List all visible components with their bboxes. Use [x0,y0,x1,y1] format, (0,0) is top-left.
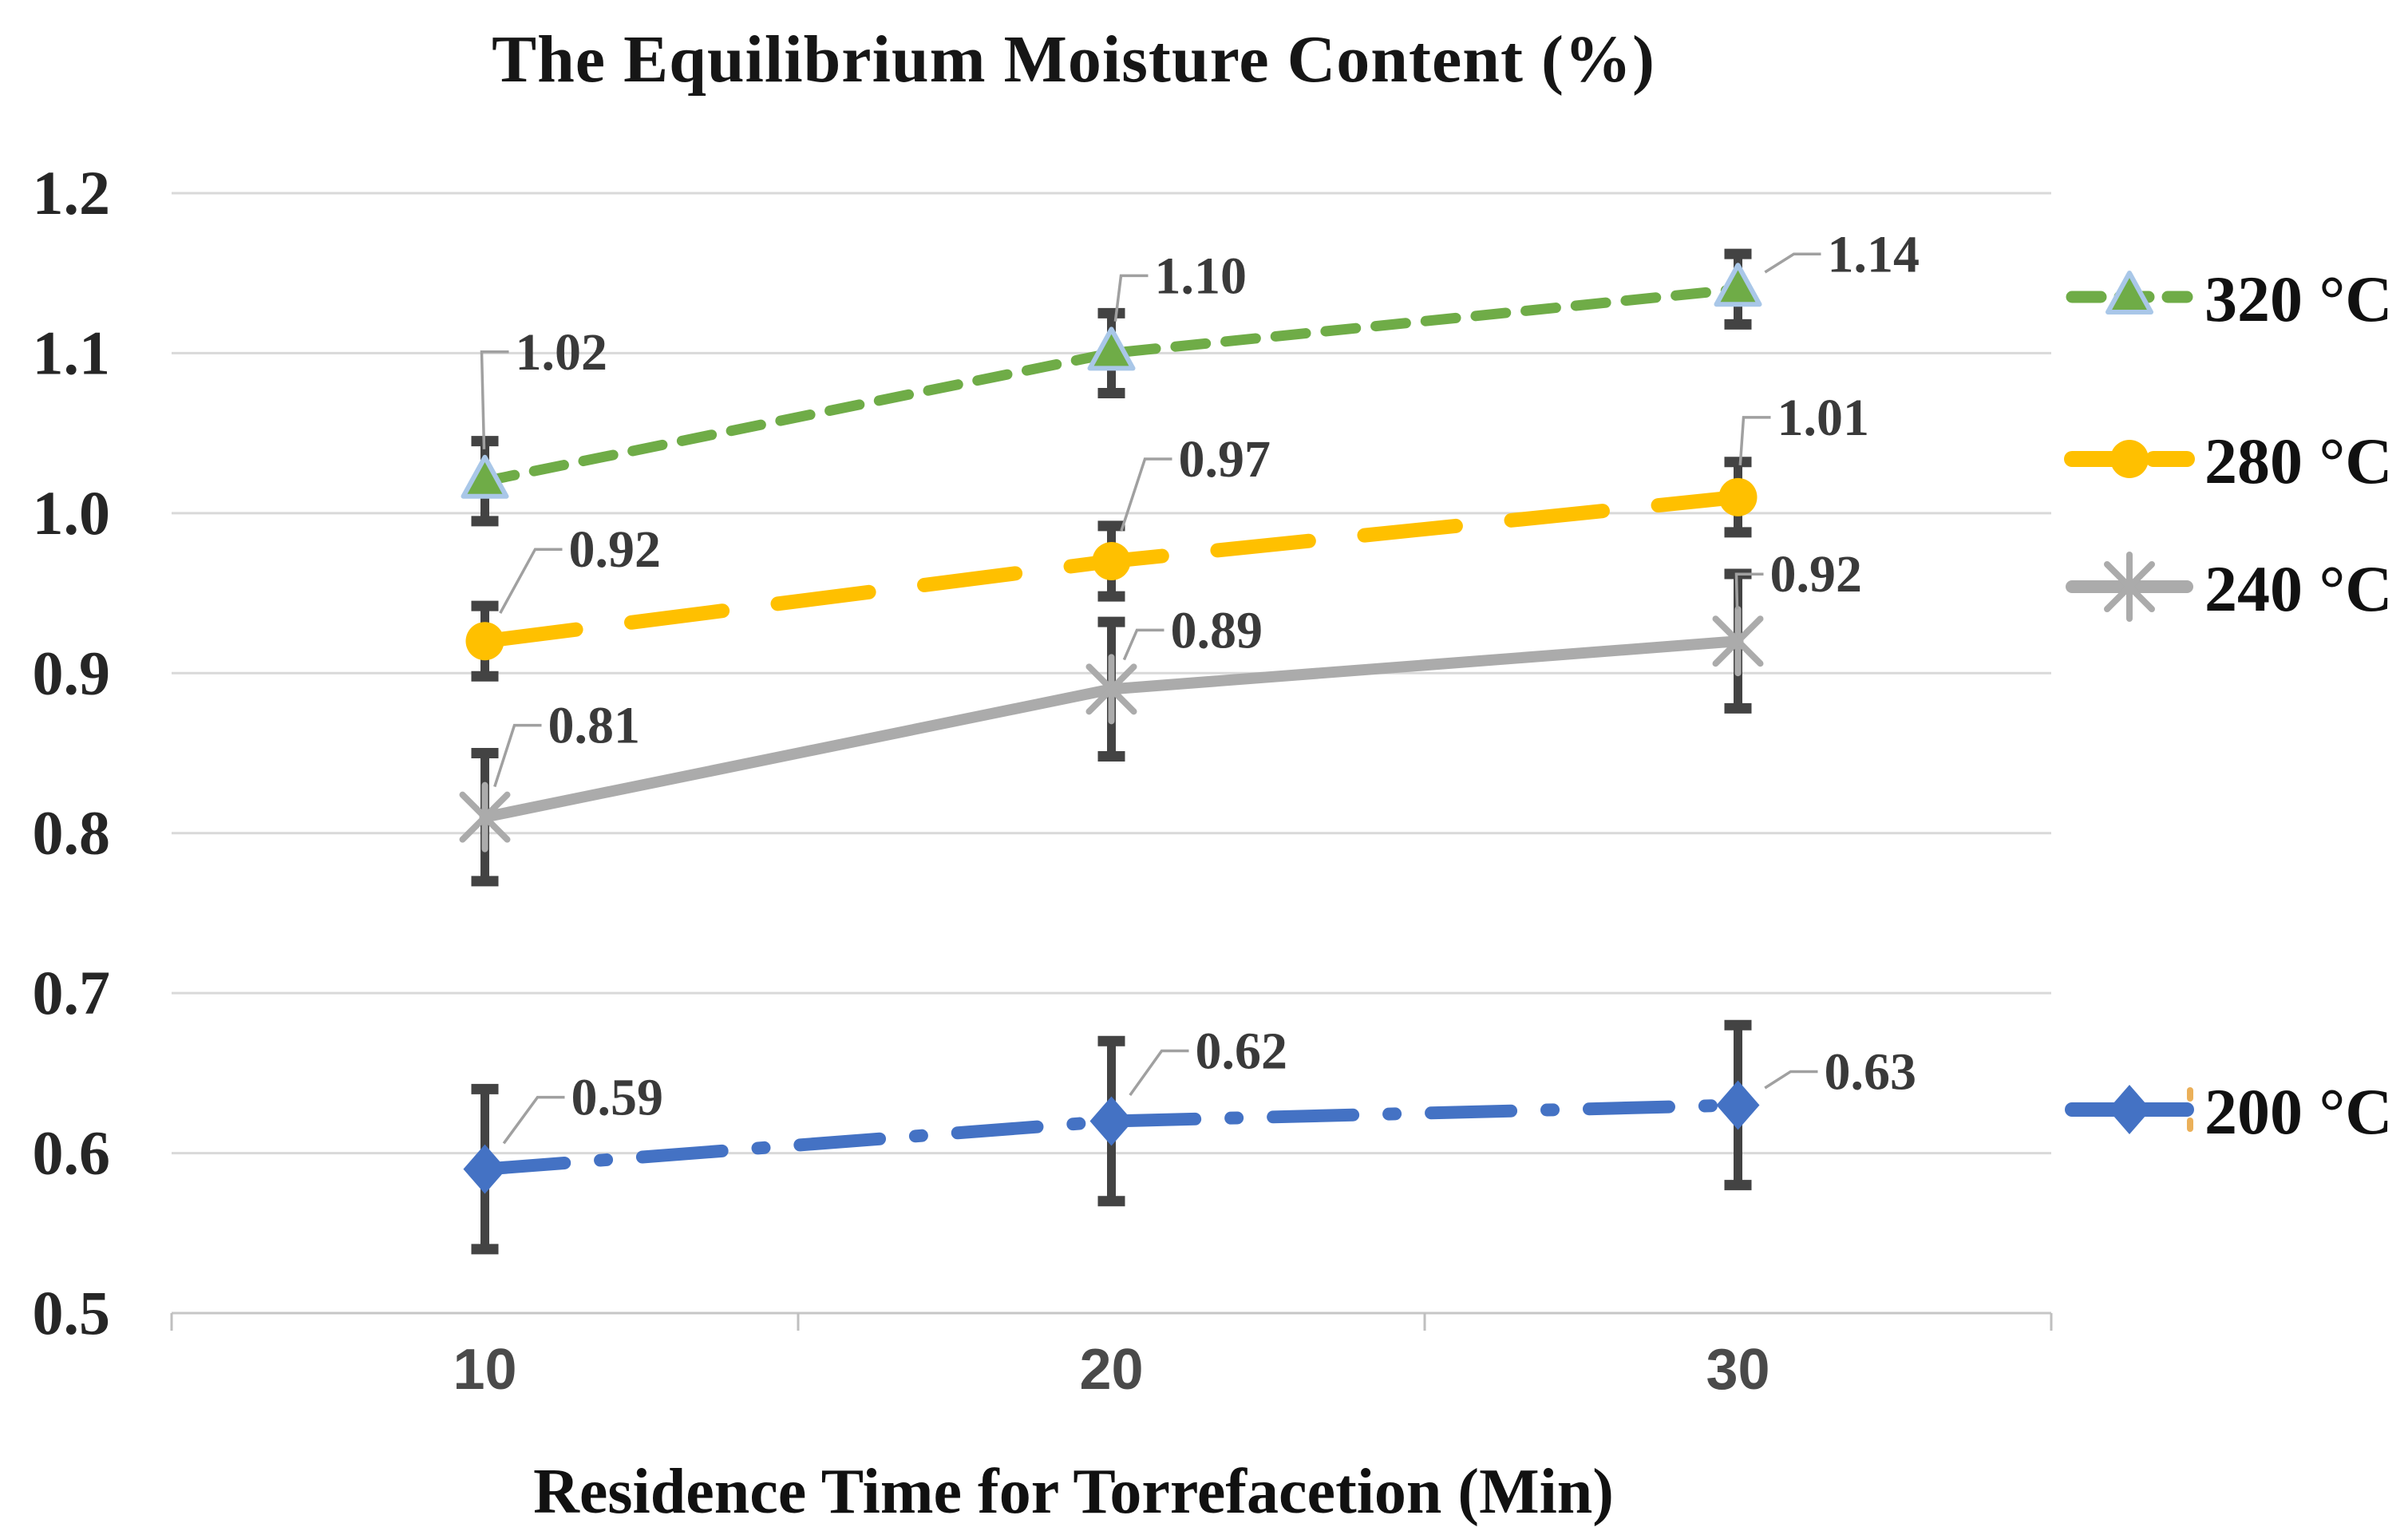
artifact-dot [2187,1118,2193,1132]
data-label-leader [499,548,563,614]
data-label: 1.10 [1155,247,1247,305]
diamond-marker [463,1144,507,1194]
data-label-leader [1738,416,1771,466]
data-label-leader [480,350,509,449]
data-label: 0.62 [1196,1022,1288,1080]
circle-marker [1718,477,1758,516]
x-tick-label: 30 [1706,1338,1769,1402]
data-label: 0.92 [569,520,662,579]
data-label-leader [1764,1070,1818,1090]
y-tick-label: 0.7 [33,958,111,1027]
y-tick-label: 0.5 [33,1278,111,1347]
data-label: 0.63 [1825,1042,1917,1101]
data-label-leader [1120,457,1172,532]
asterisk-spoke [2104,561,2155,612]
data-label-leader [502,1095,565,1145]
y-tick-label: 1.1 [33,318,111,387]
asterisk-marker [459,781,511,853]
x-tick-label: 20 [1079,1338,1143,1402]
y-tick-label: 0.8 [33,798,111,868]
data-label: 0.81 [548,697,641,755]
legend-item: 280 °C [2064,425,2393,497]
data-label: 1.01 [1777,389,1870,447]
data-label-leader [1734,572,1764,610]
diamond-marker [1716,1080,1760,1130]
data-label: 0.97 [1179,430,1271,489]
y-tick-label: 0.6 [33,1118,111,1188]
triangle-marker [1714,263,1762,307]
asterisk-spoke [1085,663,1137,715]
circle-marker [2110,440,2149,478]
asterisk-marker [2104,552,2155,622]
legend-label: 240 °C [2204,552,2393,625]
data-label: 0.89 [1171,601,1263,659]
data-label: 0.92 [1770,545,1863,603]
triangle-marker [2106,271,2153,315]
asterisk-marker [1712,606,1764,677]
triangle-marker [461,454,509,499]
data-label-leader [1764,252,1821,274]
data-label-leader [493,723,542,788]
data-label: 0.59 [571,1069,664,1127]
data-label: 1.14 [1828,225,1920,283]
chart-title: The Equilibrium Moisture Content (%) [492,22,1655,97]
series-line-320-c [480,283,1743,487]
data-label: 1.02 [516,323,608,382]
asterisk-spoke [459,791,511,843]
diamond-marker [2108,1085,2151,1134]
data-label-leader [1113,274,1149,322]
asterisk-spoke [1712,615,1764,667]
data-label-leader [1129,1049,1189,1096]
circle-marker [465,622,504,661]
artifact-dot [2187,1087,2193,1102]
legend-label: 280 °C [2204,425,2393,497]
triangle-marker [1087,326,1136,371]
y-tick-label: 1.2 [33,158,111,227]
legend-item: 320 °C [2066,263,2393,335]
legend-item: 240 °C [2066,552,2393,625]
legend-label: 200 °C [2204,1075,2393,1148]
y-tick-label: 1.0 [33,478,111,548]
data-label-leader [1122,628,1164,661]
legend-item: 200 °C [2065,1075,2393,1148]
x-tick-label: 10 [453,1338,516,1402]
diamond-marker [1089,1096,1133,1146]
circle-marker [1092,541,1131,580]
asterisk-marker [1085,654,1137,725]
x-axis-title: Residence Time for Torrefacetion (Min) [533,1457,1614,1527]
y-tick-label: 0.9 [33,638,111,707]
legend-label: 320 °C [2204,263,2393,335]
artifact-dots [2187,1087,2193,1132]
